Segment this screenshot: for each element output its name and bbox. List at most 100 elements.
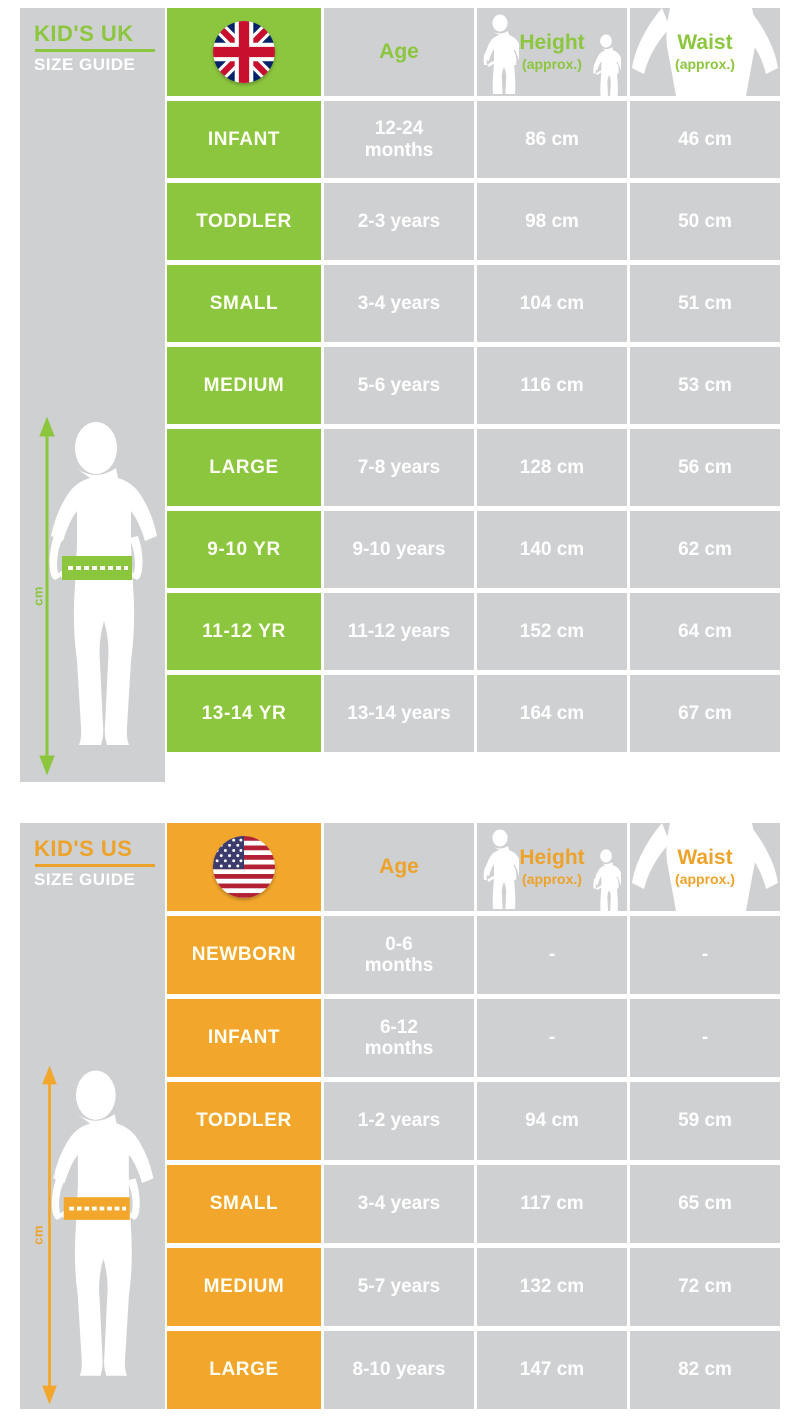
uk-cell-height: 98 cm: [477, 183, 627, 260]
torso-waist-icon: [632, 8, 778, 96]
uk-brand-divider: [35, 49, 155, 53]
short-figure-icon: [593, 849, 621, 911]
uk-header-age-label: Age: [379, 39, 419, 63]
us-cell-height: -: [477, 999, 627, 1077]
uk-cell-height: 164 cm: [477, 675, 627, 752]
uk-cell-height: 104 cm: [477, 265, 627, 342]
child-silhouette-shape: [51, 1070, 154, 1376]
us-child-figure-illustration: cm: [20, 1065, 165, 1405]
us-header-age: Age: [324, 823, 474, 911]
us-cell-size: INFANT: [167, 999, 321, 1077]
us-cell-height: -: [477, 916, 627, 994]
us-header-height: Height (approx.): [477, 823, 627, 911]
us-cell-size: NEWBORN: [167, 916, 321, 994]
height-arrow-icon: [42, 1065, 57, 1405]
age-line-1: 12-24: [374, 118, 424, 140]
us-cell-size: SMALL: [167, 1165, 321, 1243]
us-cell-waist: -: [630, 999, 780, 1077]
uk-cell-age: 11-12 years: [324, 593, 474, 670]
us-cell-waist: 72 cm: [630, 1248, 780, 1326]
us-header-waist: Waist (approx.): [630, 823, 780, 911]
us-brand-title: KID'S US: [34, 836, 133, 861]
us-header-waist-sub: (approx.): [675, 870, 735, 887]
uk-header-height-label: Height: [519, 31, 585, 55]
us-cell-size: MEDIUM: [167, 1248, 321, 1326]
us-cell-waist: -: [630, 916, 780, 994]
us-cell-height: 147 cm: [477, 1331, 627, 1409]
uk-flag-cell: [167, 8, 321, 96]
us-cell-age: 3-4 years: [324, 1165, 474, 1243]
us-cell-age: 0-6 months: [324, 916, 474, 994]
us-cell-age: 5-7 years: [324, 1248, 474, 1326]
us-header-waist-label: Waist: [677, 846, 733, 870]
us-flag-cell: [167, 823, 321, 911]
uk-header-waist: Waist (approx.): [630, 8, 780, 96]
uk-cell-size: LARGE: [167, 429, 321, 506]
us-flag-icon: [213, 836, 275, 898]
uk-cell-age: 7-8 years: [324, 429, 474, 506]
us-sidebar: KID'S US SIZE GUIDE: [20, 823, 165, 1409]
uk-cell-size: TODDLER: [167, 183, 321, 260]
uk-cell-size: SMALL: [167, 265, 321, 342]
uk-cell-waist: 62 cm: [630, 511, 780, 588]
uk-child-figure-illustration: cm: [20, 416, 165, 776]
uk-header-waist-sub: (approx.): [675, 55, 735, 72]
us-cell-size: LARGE: [167, 1331, 321, 1409]
uk-cell-height: 140 cm: [477, 511, 627, 588]
age-line-2: months: [364, 1038, 434, 1059]
uk-header-waist-label: Waist: [677, 31, 733, 55]
uk-cell-size: 13-14 YR: [167, 675, 321, 752]
uk-cell-height: 116 cm: [477, 347, 627, 424]
uk-cell-age: 3-4 years: [324, 265, 474, 342]
waist-tape-band: [63, 1197, 130, 1220]
us-cell-age: 1-2 years: [324, 1082, 474, 1160]
uk-sidebar: KID'S UK SIZE GUIDE: [20, 8, 165, 782]
us-cell-height: 117 cm: [477, 1165, 627, 1243]
uk-cell-age: 5-6 years: [324, 347, 474, 424]
uk-child-silhouette-svg: [39, 416, 157, 776]
us-brand-divider: [35, 864, 155, 868]
us-size-guide-section: KID'S US SIZE GUIDE: [0, 815, 800, 1416]
uk-flag-icon: [213, 21, 275, 83]
short-figure-icon: [593, 34, 621, 96]
uk-unit-label: cm: [30, 586, 46, 606]
uk-brand-title: KID'S UK: [34, 21, 134, 46]
us-header-height-sub: (approx.): [522, 870, 582, 887]
uk-header-height-sub: (approx.): [522, 55, 582, 72]
us-cell-waist: 59 cm: [630, 1082, 780, 1160]
uk-cell-age: 2-3 years: [324, 183, 474, 260]
us-header-height-label: Height: [519, 846, 585, 870]
uk-header-height: Height (approx.): [477, 8, 627, 96]
uk-cell-height: 86 cm: [477, 101, 627, 178]
uk-cell-height: 128 cm: [477, 429, 627, 506]
us-cell-waist: 65 cm: [630, 1165, 780, 1243]
uk-header-age: Age: [324, 8, 474, 96]
us-cell-age: 6-12 months: [324, 999, 474, 1077]
us-unit-label: cm: [30, 1225, 46, 1245]
us-cell-age: 8-10 years: [324, 1331, 474, 1409]
uk-brand-subtitle: SIZE GUIDE: [34, 55, 136, 75]
tall-figure-icon: [483, 14, 519, 94]
us-cell-size: TODDLER: [167, 1082, 321, 1160]
us-header-age-label: Age: [379, 854, 419, 878]
uk-cell-waist: 51 cm: [630, 265, 780, 342]
uk-cell-size: 9-10 YR: [167, 511, 321, 588]
uk-cell-waist: 64 cm: [630, 593, 780, 670]
uk-cell-size: MEDIUM: [167, 347, 321, 424]
uk-brand: KID'S UK SIZE GUIDE: [20, 8, 165, 74]
us-brand-subtitle: SIZE GUIDE: [34, 870, 136, 890]
uk-cell-waist: 50 cm: [630, 183, 780, 260]
age-line-1: 6-12: [379, 1016, 418, 1038]
height-arrow-icon: [39, 416, 55, 776]
uk-cell-age: 12-24 months: [324, 101, 474, 178]
us-cell-waist: 82 cm: [630, 1331, 780, 1409]
torso-waist-icon: [632, 823, 778, 911]
uk-cell-height: 152 cm: [477, 593, 627, 670]
us-child-silhouette-svg: [42, 1065, 154, 1405]
child-silhouette-shape: [49, 422, 157, 745]
us-brand: KID'S US SIZE GUIDE: [20, 823, 165, 889]
uk-cell-waist: 53 cm: [630, 347, 780, 424]
tall-figure-icon: [483, 829, 519, 909]
uk-cell-size: INFANT: [167, 101, 321, 178]
uk-cell-age: 9-10 years: [324, 511, 474, 588]
